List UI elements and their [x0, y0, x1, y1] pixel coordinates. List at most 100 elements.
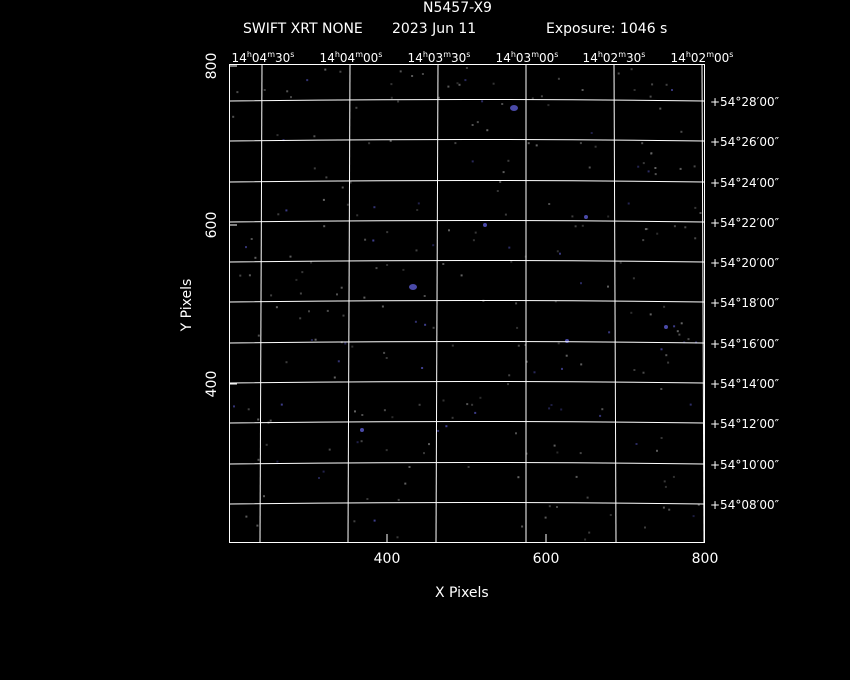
dec-label: +54°10′00″: [710, 458, 780, 472]
noise-pixel: [421, 367, 424, 369]
noise-pixel: [290, 96, 292, 99]
noise-pixel: [356, 441, 359, 444]
noise-pixel: [386, 231, 389, 234]
noise-pixel: [356, 214, 359, 217]
noise-pixel: [571, 215, 574, 218]
noise-pixel: [301, 271, 304, 274]
noise-pixel: [515, 302, 518, 305]
noise-pixel: [442, 399, 445, 402]
noise-pixel: [560, 408, 563, 411]
noise-pixel: [247, 408, 250, 411]
noise-pixel: [544, 516, 547, 519]
noise-pixel: [383, 409, 386, 412]
x-ray-source: [565, 339, 569, 343]
noise-pixel: [310, 261, 313, 264]
noise-pixel: [276, 460, 279, 463]
noise-pixel: [471, 124, 474, 126]
ra-label: 14h03m00s: [495, 50, 559, 65]
noise-pixel: [673, 225, 676, 228]
noise-pixel: [361, 414, 364, 416]
ra-grid-line: [435, 63, 439, 543]
noise-pixel: [660, 348, 663, 351]
noise-pixel: [556, 250, 559, 253]
noise-pixel: [692, 515, 695, 518]
noise-pixel: [323, 225, 326, 228]
source-layer: [232, 67, 702, 541]
noise-pixel: [574, 225, 577, 228]
noise-pixel: [437, 96, 440, 99]
noise-pixel: [575, 475, 578, 478]
noise-pixel: [263, 89, 266, 91]
dec-label: +54°14′00″: [710, 377, 780, 391]
noise-pixel: [663, 305, 666, 308]
noise-pixel: [383, 351, 386, 354]
y-axis-label: Y Pixels: [179, 278, 195, 332]
noise-pixel: [533, 371, 536, 374]
noise-pixel: [344, 342, 347, 345]
noise-pixel: [680, 130, 683, 133]
noise-pixel: [360, 440, 363, 443]
noise-pixel: [397, 100, 400, 103]
noise-pixel: [601, 408, 604, 411]
x-ray-source: [409, 284, 417, 290]
noise-pixel: [676, 330, 679, 333]
noise-pixel: [404, 482, 407, 485]
noise-pixel: [609, 514, 612, 516]
noise-pixel: [556, 451, 559, 454]
noise-pixel: [280, 403, 283, 406]
noise-pixel: [673, 325, 676, 328]
noise-pixel: [322, 198, 325, 201]
noise-pixel: [399, 70, 402, 73]
x-axis-label: X Pixels: [435, 585, 489, 601]
noise-pixel: [333, 376, 336, 379]
noise-pixel: [659, 107, 662, 110]
noise-pixel: [432, 244, 435, 247]
noise-pixel: [672, 475, 675, 478]
noise-pixel: [580, 363, 583, 366]
noise-pixel: [667, 361, 670, 364]
noise-pixel: [257, 458, 260, 461]
x-tick-label: 800: [691, 551, 719, 567]
noise-pixel: [660, 437, 663, 439]
dec-grid-line: [228, 99, 705, 102]
noise-pixel: [263, 495, 265, 498]
noise-pixel: [580, 282, 582, 285]
noise-pixel: [424, 323, 427, 326]
noise-pixel: [654, 167, 657, 169]
noise-pixel: [460, 274, 463, 277]
noise-pixel: [693, 165, 696, 168]
noise-pixel: [355, 106, 358, 109]
noise-pixel: [236, 91, 239, 94]
noise-pixel: [689, 403, 692, 406]
noise-pixel: [351, 345, 354, 348]
noise-pixel: [322, 470, 325, 473]
noise-pixel: [527, 142, 530, 145]
noise-pixel: [594, 145, 597, 148]
ra-label: 14h02m00s: [670, 50, 734, 65]
noise-pixel: [581, 224, 584, 227]
noise-pixel: [285, 209, 288, 212]
noise-pixel: [553, 444, 556, 447]
noise-pixel: [516, 326, 519, 329]
x-tick-label: 600: [532, 551, 560, 567]
noise-pixel: [232, 115, 235, 118]
noise-pixel: [354, 410, 356, 413]
noise-pixel: [627, 202, 630, 205]
noise-pixel: [276, 134, 279, 137]
noise-pixel: [637, 165, 640, 168]
dec-grid-line: [228, 381, 705, 384]
noise-pixel: [245, 515, 248, 518]
noise-pixel: [428, 443, 430, 446]
dec-label: +54°08′00″: [710, 498, 780, 512]
noise-pixel: [373, 519, 376, 522]
noise-pixel: [630, 311, 633, 314]
noise-pixel: [608, 331, 611, 334]
noise-pixel: [540, 95, 543, 98]
noise-pixel: [663, 480, 666, 483]
noise-pixel: [496, 190, 499, 192]
noise-pixel: [472, 239, 475, 242]
noise-pixel: [456, 82, 459, 85]
noise-pixel: [328, 448, 331, 451]
noise-pixel: [525, 452, 528, 455]
